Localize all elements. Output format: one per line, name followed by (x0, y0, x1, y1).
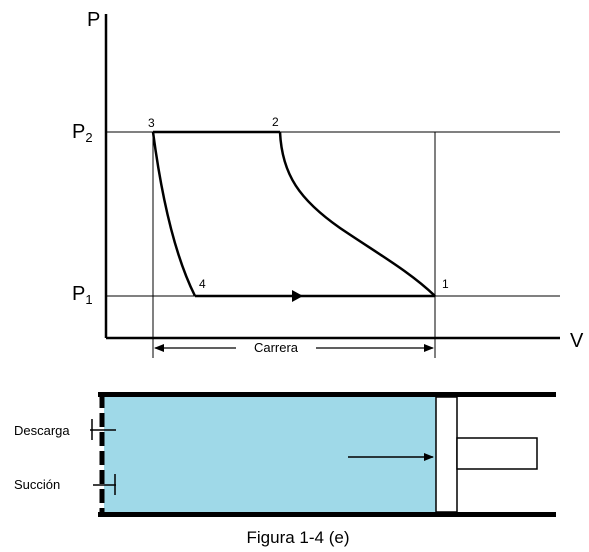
p1-label: P1 (72, 283, 93, 307)
discharge-label: Descarga (14, 423, 70, 438)
piston-rod (456, 437, 538, 470)
y-axis-label: P (87, 9, 100, 31)
process-3-4-curve (151, 131, 197, 297)
suction-label: Succión (14, 477, 60, 492)
cylinder-chamber (104, 397, 436, 512)
p2-label-base: P (72, 121, 85, 143)
point-1-label: 1 (442, 277, 449, 291)
p1-label-subscript: 1 (85, 292, 92, 307)
piston (435, 396, 458, 513)
stroke-label: Carrera (254, 340, 299, 355)
suction-direction-arrow (292, 290, 303, 302)
figure-caption: Figura 1-4 (e) (247, 528, 350, 547)
p2-label: P2 (72, 121, 93, 145)
point-3-label: 3 (148, 116, 155, 130)
p2-label-subscript: 2 (85, 130, 92, 145)
point-2-label: 2 (272, 115, 279, 129)
p1-label-base: P (72, 283, 85, 305)
x-axis-label: V (570, 330, 584, 352)
process-1-2-curve (278, 131, 436, 297)
point-4-label: 4 (199, 277, 206, 291)
